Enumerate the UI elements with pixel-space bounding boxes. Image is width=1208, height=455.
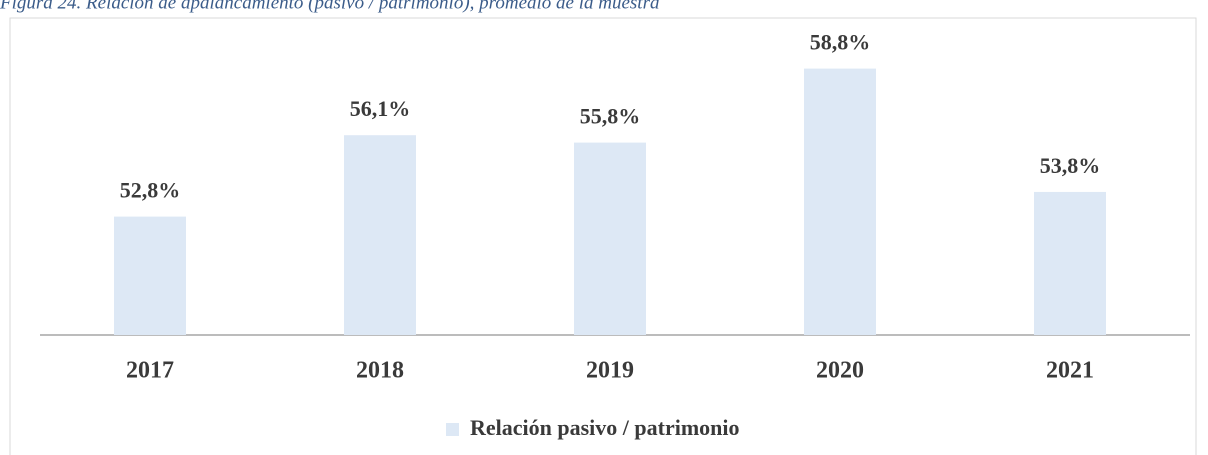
x-tick-label: 2017	[126, 358, 174, 384]
bar	[1034, 191, 1106, 335]
data-label: 56,1%	[350, 96, 411, 121]
bar	[574, 142, 646, 335]
data-label: 55,8%	[580, 104, 641, 129]
data-label: 53,8%	[1040, 153, 1101, 178]
x-tick-label: 2018	[356, 358, 404, 384]
chart-frame	[9, 17, 1197, 455]
bar	[344, 135, 416, 335]
chart-title: Figura 24. Relación de apalancamiento (p…	[0, 0, 659, 13]
bar	[114, 216, 186, 335]
x-tick-label: 2019	[586, 358, 634, 384]
bar	[804, 68, 876, 335]
legend-label: Relación pasivo / patrimonio	[470, 415, 740, 440]
data-label: 58,8%	[810, 30, 871, 55]
legend-swatch	[446, 423, 459, 436]
x-tick-label: 2020	[816, 358, 864, 384]
x-tick-label: 2021	[1046, 358, 1094, 384]
data-label: 52,8%	[120, 178, 181, 203]
